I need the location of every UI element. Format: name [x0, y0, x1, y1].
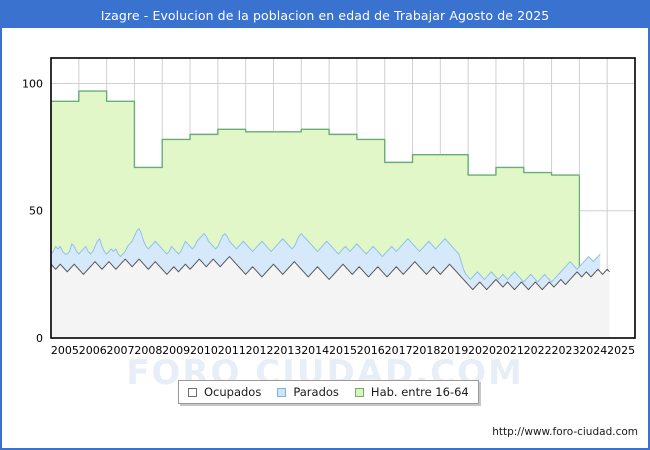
legend-label-habitantes: Hab. entre 16-64 — [370, 385, 469, 399]
svg-text:2016: 2016 — [357, 344, 385, 357]
legend-swatch-habitantes — [354, 387, 364, 397]
svg-text:2021: 2021 — [496, 344, 524, 357]
series-ocupados — [50, 256, 610, 338]
svg-text:2010: 2010 — [190, 344, 218, 357]
page-title: Izagre - Evolucion de la poblacion en ed… — [100, 7, 550, 23]
svg-text:2014: 2014 — [301, 344, 329, 357]
svg-text:2009: 2009 — [162, 344, 190, 357]
legend-label-ocupados: Ocupados — [204, 385, 262, 399]
x-axis-tick-labels: 2005 2006 2007 2008 2009 2010 2011 2012 2013 2014… — [51, 344, 635, 357]
svg-text:2022: 2022 — [524, 344, 552, 357]
legend-item-habitantes[interactable]: Hab. entre 16-64 — [354, 385, 469, 399]
svg-text:2024: 2024 — [579, 344, 607, 357]
svg-text:50: 50 — [29, 205, 43, 218]
legend-swatch-ocupados — [188, 387, 197, 397]
svg-text:2020: 2020 — [468, 344, 496, 357]
legend-item-parados[interactable]: Parados — [277, 385, 339, 399]
svg-text:2025: 2025 — [607, 344, 635, 357]
svg-text:2012: 2012 — [246, 344, 274, 357]
svg-text:2013: 2013 — [273, 344, 301, 357]
chart-frame — [50, 57, 636, 339]
window-title-bar: Izagre - Evolucion de la poblacion en ed… — [2, 2, 648, 28]
legend-item-ocupados[interactable]: Ocupados — [188, 385, 261, 399]
svg-text:2017: 2017 — [385, 344, 413, 357]
svg-text:2011: 2011 — [218, 344, 246, 357]
svg-text:2007: 2007 — [107, 344, 135, 357]
svg-text:2008: 2008 — [134, 344, 162, 357]
svg-text:2015: 2015 — [329, 344, 357, 357]
svg-text:0: 0 — [36, 332, 43, 345]
chart-legend: Ocupados Parados Hab. entre 16-64 — [178, 380, 479, 404]
legend-label-parados: Parados — [293, 385, 339, 399]
source-url: http://www.foro-ciudad.com — [492, 426, 638, 438]
svg-text:2005: 2005 — [51, 344, 79, 357]
svg-text:100: 100 — [22, 77, 43, 90]
chart-canvas: 0 50 100 2005 2006 2007 2008 2009 2010 2011 2012 2… — [2, 28, 648, 448]
svg-text:2006: 2006 — [79, 344, 107, 357]
svg-text:2019: 2019 — [440, 344, 468, 357]
svg-text:2018: 2018 — [412, 344, 440, 357]
svg-text:2023: 2023 — [551, 344, 579, 357]
legend-swatch-parados — [277, 387, 287, 397]
y-axis-tick-labels: 0 50 100 — [22, 77, 43, 345]
